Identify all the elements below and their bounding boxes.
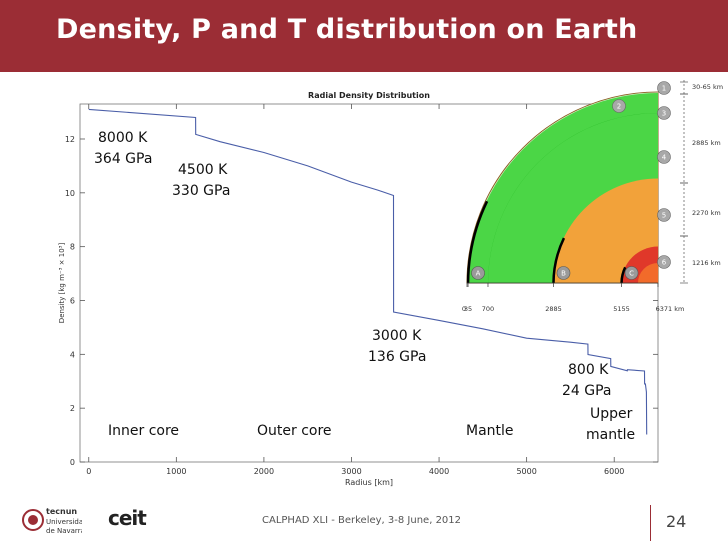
thickness-label: 2270 km [692,209,721,217]
boundary-marker-label: C [629,270,634,278]
footer-divider [650,505,651,541]
boundary-arc-a [466,200,489,284]
inner-core-center-annotation: 8000 K 364 GPa [94,128,152,170]
outer-core-layer [553,178,658,283]
x-tick-label: 4000 [429,467,449,476]
layer-marker-label: 4 [662,154,667,162]
logo-text-line3: de Navarra [46,527,82,535]
chart-title: Radial Density Distribution [308,91,430,100]
boundary-marker-label: A [476,270,481,278]
x-tick-label: 6000 [604,467,624,476]
layer-marker [612,99,626,113]
annotation-pressure: 330 GPa [172,183,231,199]
depth-label: 6371 km [656,305,685,313]
y-tick-label: 8 [70,243,75,252]
layer-marker-label: 2 [617,103,621,111]
annotation-pressure: 364 GPa [94,151,153,167]
boundary-arc-b [552,237,566,284]
title-bar: Density, P and T distribution on Earth [0,0,728,72]
boundary-marker-label: B [561,270,566,278]
x-tick-label: 5000 [516,467,536,476]
layer-marker [657,106,671,120]
x-tick-label: 0 [86,467,91,476]
layer-marker-label: 5 [662,212,666,220]
layer-marker [657,81,671,95]
inner-core-center [637,262,658,283]
layer-marker [657,208,671,222]
inner-core-boundary-annotation: 4500 K 330 GPa [172,160,230,202]
depth-label: 0 [462,305,466,313]
thickness-label: 2885 km [692,139,721,147]
thickness-label: 1216 km [692,259,721,267]
annotation-pressure: 136 GPa [368,349,427,365]
y-axis-label: Density [kg m⁻³ × 10³] [58,243,66,324]
depth-label: 5155 [613,305,630,313]
transition-zone-annotation: 800 K 24 GPa [562,360,612,402]
y-tick-label: 4 [70,350,75,359]
y-tick-label: 10 [65,189,75,198]
upper-mantle-label: Upper mantle [586,404,635,446]
region-label-outer-core: Outer core [257,423,332,439]
x-axis-label: Radius [km] [345,478,393,487]
depth-label: 2885 [545,305,562,313]
y-tick-label: 12 [65,135,75,144]
logo-text-line1: tecnun [46,507,77,516]
x-tick-label: 2000 [254,467,274,476]
y-tick-label: 6 [70,296,75,305]
density-series-line [88,108,648,435]
layer-marker-label: 3 [662,110,666,118]
layer-marker [657,255,671,269]
depth-label: 35 [464,305,472,313]
layer-marker [657,150,671,164]
upper-mantle-line1: Upper [590,406,633,422]
region-label-mantle: Mantle [466,423,514,439]
boundary-marker [556,266,571,280]
annotation-temperature: 800 K [568,362,609,378]
ceit-logo: ceit [108,506,147,530]
region-label-inner-core: Inner core [108,423,180,439]
x-tick-label: 3000 [341,467,361,476]
boundary-marker [471,266,485,280]
annotation-pressure: 24 GPa [562,383,612,399]
layer-marker-label: 6 [662,259,667,267]
slide-title: Density, P and T distribution on Earth [56,14,638,45]
annotation-temperature: 4500 K [178,162,228,178]
upper-mantle-line2: mantle [586,427,636,443]
x-tick-label: 1000 [166,467,186,476]
y-tick-label: 0 [70,458,75,467]
annotation-temperature: 3000 K [372,328,422,344]
core-mantle-boundary-annotation: 3000 K 136 GPa [368,326,426,368]
page-number: 24 [666,512,687,531]
thickness-label: 30-65 km [692,83,723,91]
annotation-temperature: 8000 K [98,130,148,146]
depth-label: 700 [482,305,494,313]
y-tick-label: 2 [70,404,75,413]
layer-marker-label: 1 [662,85,666,93]
earth-cross-section: 035 700 2885 5155 6371 km A B C 1 2 3 4 5 6 30-65 km 28… [462,80,723,313]
footer-text: CALPHAD XLI - Berkeley, 3-8 June, 2012 [262,515,462,526]
boundary-marker [624,266,639,280]
